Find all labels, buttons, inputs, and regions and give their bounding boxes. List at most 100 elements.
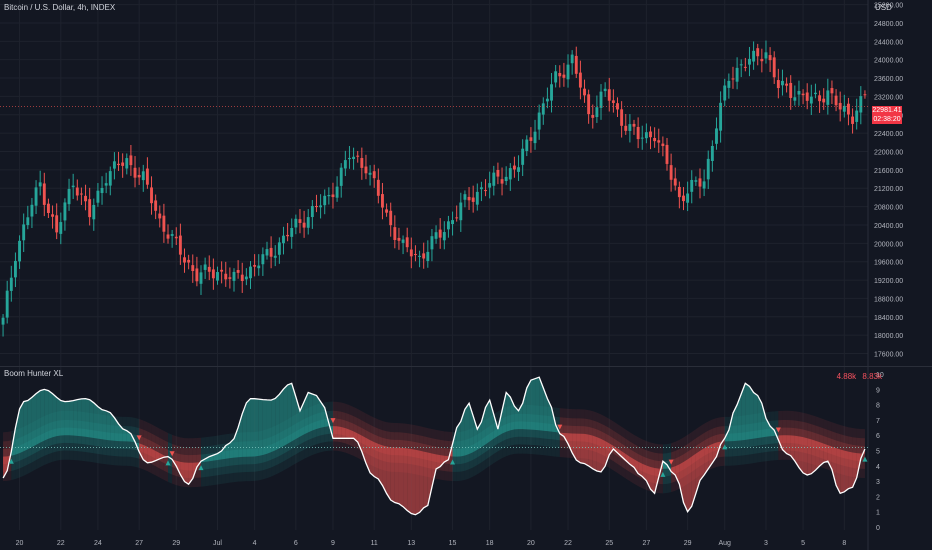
- candle: [537, 104, 541, 140]
- oscillator-fill: [390, 447, 395, 503]
- price-tick-label: 21200.00: [874, 186, 903, 193]
- oscillator-fill: [3, 456, 8, 479]
- oscillator-fill: [836, 448, 841, 494]
- cross-down-marker: [330, 418, 336, 424]
- candle: [719, 91, 723, 143]
- candle-body: [442, 232, 446, 241]
- candle: [805, 83, 809, 110]
- oscillator-fill: [539, 377, 544, 431]
- candle: [595, 95, 599, 123]
- candle: [706, 150, 710, 190]
- candle: [550, 72, 553, 113]
- candle-body: [158, 213, 162, 219]
- candle-body: [863, 94, 867, 96]
- oscillator-fill: [757, 395, 762, 438]
- candle: [500, 167, 504, 196]
- oscillator-fill: [634, 459, 639, 474]
- candle-body: [133, 167, 137, 178]
- oscillator-fill: [588, 434, 593, 469]
- time-tick-label: 5: [801, 540, 805, 547]
- candle: [220, 261, 224, 284]
- oscillator-fill: [522, 387, 527, 430]
- candle-body: [793, 97, 797, 101]
- cross-up-marker: [450, 459, 456, 465]
- time-tick-label: Aug: [718, 540, 731, 547]
- oscillator-fill: [464, 403, 470, 456]
- oscillator-fill: [378, 443, 383, 486]
- candle: [677, 181, 681, 209]
- oscillator-fill: [40, 389, 45, 443]
- candle: [129, 144, 133, 176]
- candle: [273, 245, 277, 267]
- oscillator-fill: [64, 401, 70, 436]
- candle: [253, 254, 257, 277]
- candle-body: [13, 260, 17, 278]
- oscillator-fill: [831, 446, 837, 486]
- candle: [42, 172, 46, 217]
- price-axis: 17600.00 18000.00 18400.00 18800.00 19200.00…: [874, 3, 903, 359]
- oscillator-fill: [485, 400, 490, 445]
- candle: [599, 84, 603, 120]
- candle: [710, 140, 714, 172]
- trend-band: [126, 416, 131, 467]
- candle: [657, 128, 661, 153]
- candle: [51, 205, 54, 229]
- candle: [199, 265, 203, 295]
- oscillator-fill: [749, 386, 754, 440]
- cross-down-marker: [136, 435, 142, 441]
- candle: [216, 266, 219, 285]
- candle: [203, 257, 207, 279]
- oscillator-fill: [353, 431, 358, 442]
- oscillator-fill: [848, 451, 853, 489]
- candle-body: [67, 188, 71, 205]
- time-tick-label: 18: [486, 540, 494, 547]
- candle-body: [257, 265, 261, 269]
- indicator-values: 4.88k 8.83k: [833, 372, 882, 381]
- candle: [298, 209, 302, 234]
- price-tick-label: 19200.00: [874, 278, 903, 285]
- candle-body: [298, 219, 302, 223]
- oscillator-fill: [229, 438, 234, 459]
- candle-body: [183, 257, 186, 263]
- candle: [508, 163, 512, 191]
- oscillator-fill: [460, 409, 465, 457]
- candle: [512, 156, 516, 178]
- candle: [211, 258, 215, 290]
- candle: [533, 119, 537, 150]
- candle: [541, 97, 545, 125]
- oscillator-fill: [580, 433, 585, 464]
- candle: [846, 97, 850, 126]
- oscillator-fill: [48, 390, 53, 439]
- candle-body: [381, 194, 384, 208]
- candle: [566, 54, 570, 88]
- candle-body: [607, 89, 611, 101]
- oscillator-fill: [85, 398, 90, 438]
- candle: [409, 237, 413, 269]
- oscillator-fill: [423, 451, 428, 508]
- candle: [430, 229, 434, 262]
- candle-body: [75, 187, 79, 196]
- time-tick-label: 27: [135, 540, 143, 547]
- indicator-tick-label: 5: [876, 449, 880, 456]
- oscillator-fill: [708, 443, 713, 469]
- oscillator-fill: [386, 446, 391, 501]
- price-tick-label: 17600.00: [874, 352, 903, 359]
- candle: [104, 172, 108, 194]
- candle-body: [22, 224, 26, 241]
- candle: [863, 90, 867, 99]
- cross-up-marker: [8, 458, 14, 464]
- oscillator-fill: [114, 417, 119, 442]
- candle: [484, 179, 487, 197]
- candle: [331, 182, 335, 209]
- indicator-tick-label: 8: [876, 403, 880, 410]
- price-tick-label: 22000.00: [874, 150, 903, 157]
- candle: [859, 86, 863, 125]
- candle: [851, 108, 855, 134]
- oscillator-fill: [254, 398, 259, 457]
- oscillator-fill: [44, 389, 49, 441]
- candle: [364, 154, 368, 180]
- candle: [360, 147, 364, 180]
- candle-body: [100, 187, 104, 194]
- trend-band: [625, 429, 630, 482]
